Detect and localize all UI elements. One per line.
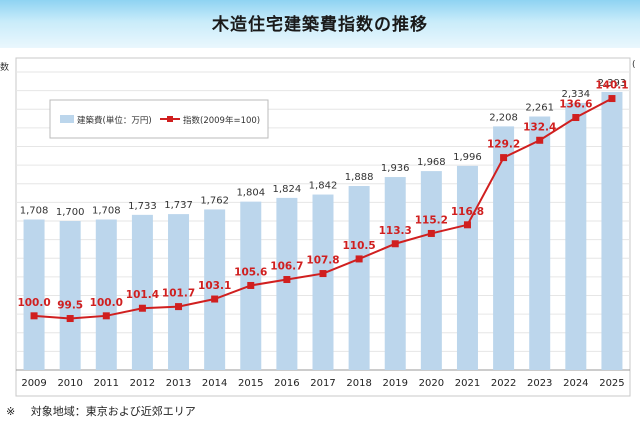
index-marker <box>608 95 616 103</box>
x-tick-label: 2016 <box>274 378 299 389</box>
title-banner: 木造住宅建築費指数の推移 <box>0 0 640 48</box>
index-marker <box>247 281 255 289</box>
bar <box>565 102 587 370</box>
bar <box>420 171 442 370</box>
legend-box <box>49 99 269 139</box>
bar-value-label: 1,700 <box>56 207 85 218</box>
x-tick-label: 2025 <box>599 378 624 389</box>
bar <box>204 209 226 370</box>
index-marker <box>102 312 110 320</box>
bar-value-label: 1,842 <box>309 181 338 192</box>
index-marker <box>500 154 508 162</box>
index-marker <box>30 312 38 320</box>
bar <box>456 165 478 370</box>
bar-value-label: 2,261 <box>525 103 554 114</box>
index-marker <box>572 114 580 122</box>
index-value-label: 132.4 <box>523 121 556 133</box>
bar <box>23 219 45 370</box>
bar-value-label: 1,733 <box>128 201 157 212</box>
x-tick-label: 2022 <box>491 378 516 389</box>
index-value-label: 105.6 <box>234 266 267 278</box>
index-marker <box>283 276 291 284</box>
bar <box>348 185 370 370</box>
index-value-label: 110.5 <box>343 240 376 252</box>
index-marker <box>355 255 363 263</box>
legend-bar-label: 建築費(単位：万円) <box>77 115 152 126</box>
bar-value-label: 1,762 <box>200 195 229 206</box>
bar-value-label: 2,393 <box>598 78 627 89</box>
index-marker <box>427 229 435 237</box>
index-value-label: 99.5 <box>57 300 83 312</box>
index-value-label: 100.0 <box>90 297 123 309</box>
x-tick-label: 2020 <box>419 378 444 389</box>
bar <box>384 177 406 370</box>
footnote-text: 対象地域：東京および近郊エリア <box>30 405 196 418</box>
bar-value-label: 1,936 <box>381 163 410 174</box>
legend-bar-swatch <box>60 115 74 123</box>
bar-value-label: 1,708 <box>92 206 121 217</box>
legend-line-marker <box>167 116 173 122</box>
index-value-label: 116.8 <box>451 206 484 218</box>
index-marker <box>319 270 327 278</box>
x-tick-label: 2010 <box>57 378 82 389</box>
index-value-label: 129.2 <box>487 139 520 151</box>
bar <box>168 214 190 370</box>
x-tick-label: 2012 <box>130 378 155 389</box>
index-value-label: 115.2 <box>415 214 448 226</box>
footnote-mark: ※ <box>6 405 16 418</box>
bar-value-label: 1,804 <box>236 188 265 199</box>
x-tick-label: 2019 <box>383 378 408 389</box>
index-marker <box>66 315 74 323</box>
legend-line-label: 指数(2009年=100) <box>183 115 260 126</box>
index-value-label: 103.1 <box>198 280 231 292</box>
x-tick-label: 2023 <box>527 378 552 389</box>
bar <box>131 214 153 370</box>
index-marker <box>463 221 471 229</box>
index-value-label: 136.6 <box>559 99 592 111</box>
x-tick-label: 2017 <box>310 378 335 389</box>
bar <box>312 194 334 370</box>
index-marker <box>138 304 146 312</box>
x-tick-label: 2024 <box>563 378 588 389</box>
index-marker <box>536 136 544 144</box>
plot-frame <box>15 57 631 397</box>
bar-value-label: 1,824 <box>273 184 302 195</box>
bar-value-label: 2,334 <box>562 89 591 100</box>
bar <box>95 219 117 370</box>
bar <box>59 221 81 370</box>
bar-value-label: 1,708 <box>20 206 49 217</box>
left-axis-label-fragment: 数 <box>0 63 10 73</box>
x-tick-label: 2014 <box>202 378 227 389</box>
x-tick-label: 2011 <box>94 378 119 389</box>
index-value-label: 113.3 <box>379 225 412 237</box>
right-axis-label-fragment: ( <box>632 60 636 70</box>
index-marker <box>211 295 219 303</box>
index-marker <box>391 240 399 248</box>
index-value-label: 100.0 <box>17 297 50 309</box>
bar <box>493 126 515 370</box>
bar <box>529 116 551 370</box>
x-tick-label: 2018 <box>346 378 371 389</box>
index-marker <box>175 303 183 311</box>
bar <box>601 91 623 371</box>
bar <box>276 197 298 370</box>
chart-title: 木造住宅建築費指数の推移 <box>212 15 428 35</box>
index-value-label: 101.7 <box>162 288 195 300</box>
bar-value-label: 2,208 <box>489 112 518 123</box>
bar-value-label: 1,888 <box>345 172 374 183</box>
bar-value-label: 1,737 <box>164 200 193 211</box>
index-value-label: 140.1 <box>595 80 628 92</box>
index-value-label: 101.4 <box>126 289 159 301</box>
bar-value-label: 1,996 <box>453 152 482 163</box>
x-tick-label: 2009 <box>21 378 46 389</box>
x-tick-label: 2021 <box>455 378 480 389</box>
index-value-label: 106.7 <box>270 261 303 273</box>
footnote: ※ 対象地域：東京および近郊エリア <box>6 403 196 419</box>
bar-value-label: 1,968 <box>417 157 446 168</box>
x-tick-label: 2013 <box>166 378 191 389</box>
index-value-label: 107.8 <box>306 255 339 267</box>
x-tick-label: 2015 <box>238 378 263 389</box>
